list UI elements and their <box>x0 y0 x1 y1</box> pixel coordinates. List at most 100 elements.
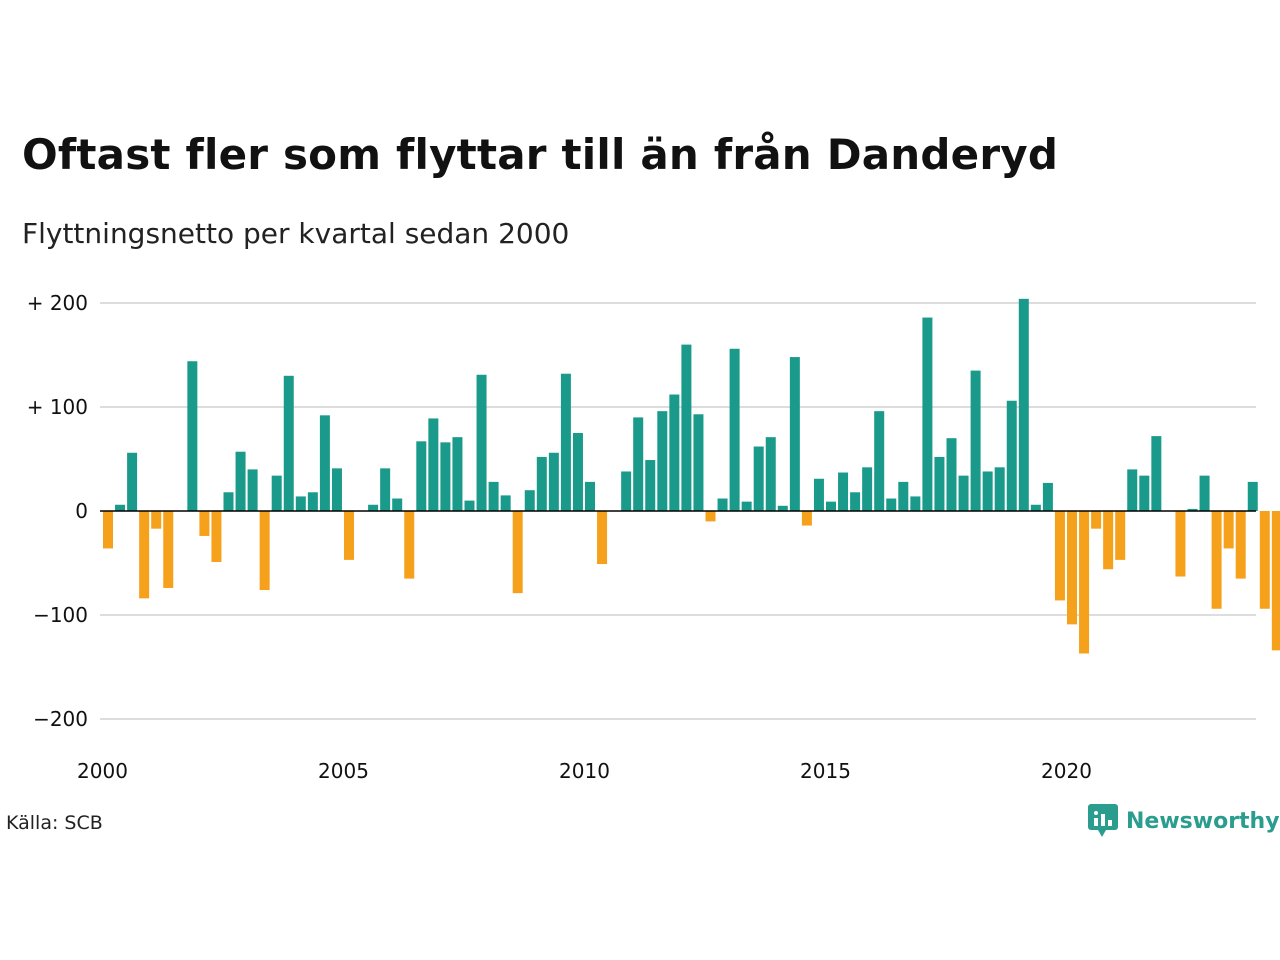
bar-2008-k2 <box>500 495 511 511</box>
bar-2002-k4 <box>235 451 246 511</box>
bar-2019-k4 <box>1054 511 1065 601</box>
bar-2002-k3 <box>223 492 234 511</box>
bar-2019-k3 <box>1042 482 1053 511</box>
grid-lines <box>100 302 1256 720</box>
bar-2011-k4 <box>669 394 680 511</box>
bar-2016-k2 <box>886 498 897 511</box>
bar-2014-k4 <box>813 478 824 511</box>
bar-chart: + 200 + 100 0 −100 −200 2000 2005 2010 2015 2020 <box>27 291 1280 783</box>
bar-2001-k1 <box>151 511 162 529</box>
bar-2017-k4 <box>958 475 969 511</box>
bar-2024-k2 <box>1271 511 1280 651</box>
bar-2007-k3 <box>464 500 475 511</box>
bar-2005-k1 <box>344 511 354 560</box>
bar-2009-k3 <box>560 373 571 511</box>
y-axis-labels: + 200 + 100 0 −100 −200 <box>27 291 88 731</box>
bar-2011-k3 <box>657 411 668 511</box>
bar-2003-k2 <box>259 511 270 591</box>
bar-2003-k1 <box>247 469 258 511</box>
bar-2022-k3 <box>1187 508 1198 511</box>
y-tick-label: 0 <box>75 499 88 523</box>
bar-2011-k1 <box>633 417 644 511</box>
bar-2017-k1 <box>922 317 933 511</box>
bar-2014-k1 <box>777 505 788 511</box>
bar-2000-k4 <box>139 511 150 599</box>
bar-2013-k2 <box>741 501 752 511</box>
bar-2016-k3 <box>898 481 909 511</box>
bar-2004-k3 <box>319 415 330 511</box>
bar-2000-k3 <box>127 452 138 511</box>
bar-2009-k2 <box>548 452 559 511</box>
bar-2015-k1 <box>826 501 836 511</box>
bar-2017-k2 <box>934 456 945 511</box>
bar-2024-k1 <box>1259 511 1270 609</box>
bar-2021-k3 <box>1139 475 1150 511</box>
bar-2018-k4 <box>1006 400 1017 511</box>
bar-2006-k1 <box>392 498 403 511</box>
bar-2000-k2 <box>115 504 126 511</box>
bar-2008-k3 <box>512 511 523 594</box>
bar-2020-k1 <box>1067 511 1077 625</box>
y-tick-label: −200 <box>33 707 88 731</box>
bar-2010-k2 <box>597 511 608 565</box>
bar-2013-k1 <box>729 348 740 511</box>
bar-2002-k2 <box>211 511 222 562</box>
bar-2003-k4 <box>283 375 294 511</box>
bar-2010-k1 <box>585 481 595 511</box>
bar-2004-k1 <box>295 496 306 511</box>
bar-2022-k2 <box>1175 511 1186 577</box>
brand-name: Newsworthy <box>1126 808 1280 834</box>
bar-2008-k1 <box>488 481 499 511</box>
bar-2006-k4 <box>428 418 439 511</box>
bar-2003-k3 <box>271 475 282 511</box>
bar-2021-k1 <box>1115 511 1126 560</box>
y-tick-label: + 200 <box>27 291 88 315</box>
bar-2008-k4 <box>524 490 535 511</box>
x-tick-label: 2005 <box>318 759 369 783</box>
x-tick-label: 2015 <box>800 759 851 783</box>
bar-2018-k2 <box>982 471 993 511</box>
bars <box>103 298 1280 654</box>
bar-2020-k2 <box>1079 511 1090 654</box>
chart-title: Oftast fler som flyttar till än från Dan… <box>22 130 1059 179</box>
bar-2002-k1 <box>199 511 210 536</box>
bar-2023-k1 <box>1211 511 1222 609</box>
bar-2007-k2 <box>452 437 463 511</box>
chart-subtitle: Flyttningsnetto per kvartal sedan 2000 <box>22 217 570 250</box>
bar-2001-k2 <box>163 511 174 588</box>
brand-logo: Newsworthy <box>1088 804 1280 838</box>
bar-2011-k2 <box>645 460 656 511</box>
x-tick-label: 2010 <box>559 759 610 783</box>
bar-2010-k4 <box>621 471 632 511</box>
bar-2019-k2 <box>1030 504 1041 511</box>
bar-2015-k3 <box>850 492 861 511</box>
source-note: Källa: SCB <box>6 812 103 834</box>
bar-2021-k4 <box>1151 436 1162 511</box>
bar-2021-k2 <box>1127 469 1138 511</box>
bar-2012-k1 <box>681 344 692 511</box>
bar-2007-k4 <box>476 374 487 511</box>
bar-2016-k1 <box>874 411 885 511</box>
x-axis-labels: 2000 2005 2010 2015 2020 <box>77 759 1092 783</box>
x-tick-label: 2020 <box>1041 759 1092 783</box>
bar-2014-k3 <box>801 511 812 526</box>
y-tick-label: −100 <box>33 603 88 627</box>
bar-2012-k2 <box>693 414 704 511</box>
bar-2007-k1 <box>440 442 451 511</box>
bar-2013-k3 <box>753 446 764 511</box>
bar-2018-k3 <box>994 467 1005 511</box>
bar-2015-k2 <box>838 472 849 511</box>
x-tick-label: 2000 <box>77 759 128 783</box>
bar-2020-k4 <box>1103 511 1114 570</box>
bar-2004-k2 <box>307 492 318 511</box>
bar-2017-k3 <box>946 438 957 511</box>
bar-2019-k1 <box>1018 298 1029 511</box>
bar-2020-k3 <box>1091 511 1102 529</box>
bar-2012-k3 <box>705 511 716 522</box>
bar-2013-k4 <box>765 437 776 511</box>
bar-2006-k3 <box>416 441 427 511</box>
bar-2022-k4 <box>1199 475 1210 511</box>
bar-2023-k3 <box>1235 511 1246 579</box>
bar-2023-k4 <box>1247 481 1258 511</box>
bar-2012-k4 <box>717 498 728 511</box>
